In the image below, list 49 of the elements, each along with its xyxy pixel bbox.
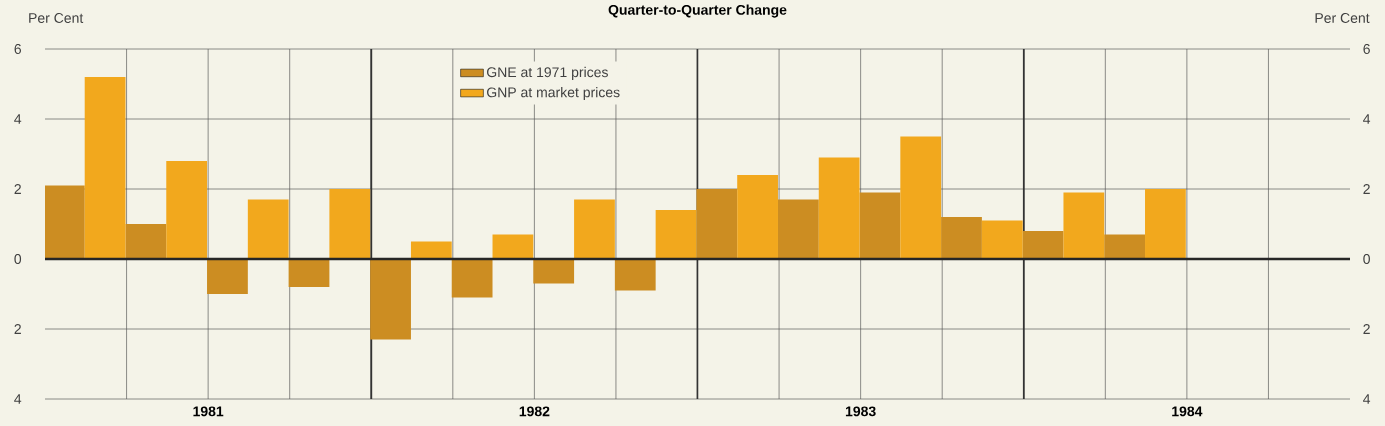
legend-label: GNE at 1971 prices [487, 66, 608, 80]
bar [410, 241, 452, 259]
bar [859, 192, 901, 259]
y2-tick-label: 2 [1363, 184, 1370, 194]
bar [207, 259, 248, 294]
y-tick-label: 6 [14, 44, 22, 54]
bar [900, 136, 942, 259]
y-tick-label: 2 [14, 184, 21, 194]
y2-tick-label: 2 [1363, 324, 1370, 334]
y-tick-label: 4 [14, 114, 22, 124]
bar [655, 210, 697, 259]
x-tick-label: 1983 [845, 406, 876, 417]
y2-tick-label: 0 [1363, 254, 1370, 264]
bar [777, 199, 819, 259]
y2-tick-label: 6 [1363, 44, 1370, 54]
bar [125, 224, 167, 259]
y2-tick-label: 4 [1363, 394, 1371, 404]
legend-label: GNP at market prices [487, 87, 620, 101]
y-tick-label: 0 [14, 254, 22, 264]
y2-axis-title: Per Cent [1315, 13, 1370, 23]
x-tick-label: 1981 [193, 406, 224, 417]
bar [45, 185, 85, 259]
chart-title: Quarter-to-Quarter Change [608, 4, 787, 18]
bar [492, 234, 534, 259]
bar [533, 259, 575, 284]
bar [329, 189, 371, 259]
bar [247, 199, 289, 259]
bar [370, 259, 411, 340]
bar [1145, 189, 1186, 259]
bar [981, 220, 1023, 259]
y-tick-label: 2 [14, 324, 21, 334]
bar [614, 259, 656, 291]
bar [1022, 231, 1064, 259]
bar [574, 199, 615, 259]
bar [288, 259, 330, 287]
bar [166, 161, 208, 259]
bar [84, 77, 126, 259]
bar [941, 217, 982, 259]
x-tick-label: 1982 [519, 406, 550, 417]
y-axis-title: Per Cent [29, 13, 84, 23]
bar [1063, 192, 1105, 259]
bar [1104, 234, 1146, 259]
bar [818, 157, 860, 259]
bar [737, 175, 778, 259]
x-tick-label: 1984 [1172, 406, 1203, 417]
y2-tick-label: 4 [1363, 114, 1371, 124]
bar [696, 189, 738, 259]
y-tick-label: 4 [14, 394, 22, 404]
bar [451, 259, 493, 298]
